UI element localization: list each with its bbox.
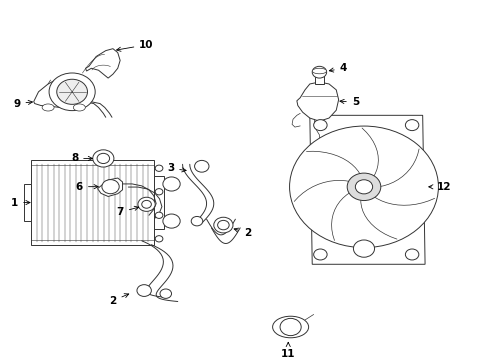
Circle shape — [142, 201, 151, 208]
Circle shape — [353, 240, 374, 257]
Circle shape — [163, 214, 180, 228]
Circle shape — [160, 289, 172, 298]
Polygon shape — [310, 115, 425, 264]
Circle shape — [49, 73, 95, 111]
Circle shape — [218, 220, 229, 230]
Circle shape — [312, 66, 327, 78]
Circle shape — [97, 153, 110, 163]
Text: 2: 2 — [234, 228, 251, 238]
Text: 4: 4 — [329, 63, 347, 73]
Circle shape — [314, 249, 327, 260]
Text: 8: 8 — [71, 153, 93, 163]
Text: 3: 3 — [167, 163, 186, 173]
Circle shape — [155, 189, 163, 195]
Polygon shape — [31, 161, 154, 245]
Polygon shape — [86, 49, 120, 78]
Text: 7: 7 — [117, 206, 139, 217]
Ellipse shape — [42, 104, 54, 111]
Polygon shape — [24, 184, 31, 221]
Polygon shape — [34, 80, 94, 108]
Text: 2: 2 — [109, 294, 129, 306]
Ellipse shape — [74, 104, 85, 111]
Circle shape — [57, 79, 88, 104]
Text: 10: 10 — [117, 40, 154, 51]
Circle shape — [405, 249, 419, 260]
Circle shape — [314, 120, 327, 131]
Text: 6: 6 — [76, 182, 98, 192]
Text: 5: 5 — [340, 98, 359, 107]
Text: 1: 1 — [11, 198, 30, 207]
Circle shape — [355, 180, 372, 194]
Ellipse shape — [312, 68, 327, 74]
Circle shape — [347, 173, 381, 201]
Circle shape — [280, 318, 301, 336]
Circle shape — [102, 180, 119, 194]
Polygon shape — [315, 76, 324, 84]
Circle shape — [191, 216, 203, 226]
Circle shape — [155, 212, 163, 219]
Polygon shape — [98, 178, 122, 197]
Circle shape — [155, 236, 163, 242]
Text: 12: 12 — [429, 182, 451, 192]
Circle shape — [214, 217, 233, 233]
Circle shape — [137, 285, 151, 296]
Polygon shape — [297, 82, 339, 121]
Circle shape — [405, 120, 419, 131]
Circle shape — [195, 161, 209, 172]
Polygon shape — [154, 176, 164, 229]
Text: 9: 9 — [13, 99, 32, 109]
Text: 11: 11 — [281, 342, 295, 359]
Circle shape — [155, 165, 163, 171]
Circle shape — [163, 177, 180, 191]
Circle shape — [138, 197, 155, 211]
Circle shape — [93, 150, 114, 167]
Ellipse shape — [272, 316, 309, 338]
Circle shape — [290, 126, 439, 248]
